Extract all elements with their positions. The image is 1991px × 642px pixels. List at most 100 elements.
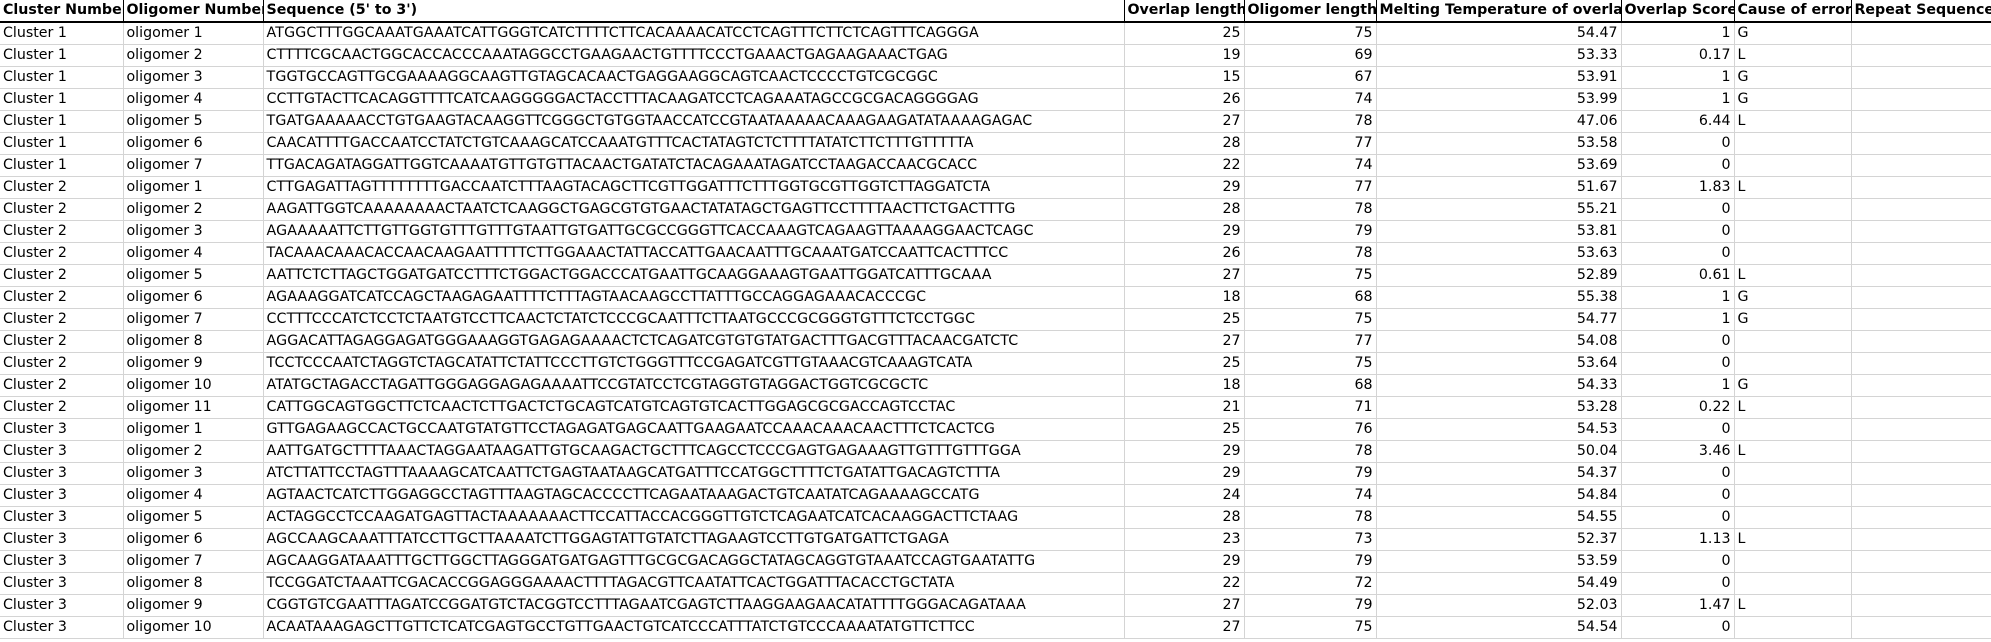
cell-oligomer-number[interactable]: oligomer 7 — [123, 550, 264, 573]
cell-overlap-length[interactable]: 21 — [1124, 396, 1245, 419]
cell-cause-of-errors[interactable] — [1734, 484, 1852, 507]
cell-overlap-score[interactable]: 1 — [1621, 22, 1735, 45]
cell-cluster-number[interactable]: Cluster 3 — [0, 550, 124, 573]
cell-repeat-sequences[interactable] — [1851, 374, 1991, 397]
cell-melting-temperature[interactable]: 54.55 — [1376, 506, 1622, 529]
cell-oligomer-number[interactable]: oligomer 7 — [123, 308, 264, 331]
cell-overlap-length[interactable]: 23 — [1124, 528, 1245, 551]
cell-repeat-sequences[interactable] — [1851, 176, 1991, 199]
cell-melting-temperature[interactable]: 53.28 — [1376, 396, 1622, 419]
cell-cluster-number[interactable]: Cluster 2 — [0, 374, 124, 397]
cell-cause-of-errors[interactable]: G — [1734, 88, 1852, 111]
cell-sequence[interactable]: CCTTTCCCATCTCCTCTAATGTCCTTCAACTCTATCTCCC… — [263, 308, 1125, 331]
cell-overlap-length[interactable]: 18 — [1124, 374, 1245, 397]
cell-overlap-length[interactable]: 28 — [1124, 198, 1245, 221]
cell-cause-of-errors[interactable]: L — [1734, 594, 1852, 617]
cell-oligomer-number[interactable]: oligomer 10 — [123, 374, 264, 397]
cell-overlap-score[interactable]: 0 — [1621, 132, 1735, 155]
cell-repeat-sequences[interactable] — [1851, 396, 1991, 419]
cell-oligomer-number[interactable]: oligomer 6 — [123, 132, 264, 155]
cell-overlap-length[interactable]: 18 — [1124, 286, 1245, 309]
cell-melting-temperature[interactable]: 53.33 — [1376, 44, 1622, 67]
cell-repeat-sequences[interactable] — [1851, 440, 1991, 463]
cell-oligomer-number[interactable]: oligomer 6 — [123, 286, 264, 309]
cell-cause-of-errors[interactable]: L — [1734, 528, 1852, 551]
cell-melting-temperature[interactable]: 53.99 — [1376, 88, 1622, 111]
cell-overlap-score[interactable]: 0.61 — [1621, 264, 1735, 287]
cell-melting-temperature[interactable]: 54.49 — [1376, 572, 1622, 595]
cell-melting-temperature[interactable]: 52.37 — [1376, 528, 1622, 551]
col-header-cluster-number[interactable]: Cluster Number — [0, 0, 124, 23]
cell-melting-temperature[interactable]: 51.67 — [1376, 176, 1622, 199]
cell-overlap-length[interactable]: 29 — [1124, 462, 1245, 485]
cell-overlap-length[interactable]: 25 — [1124, 352, 1245, 375]
cell-repeat-sequences[interactable] — [1851, 484, 1991, 507]
cell-repeat-sequences[interactable] — [1851, 506, 1991, 529]
cell-overlap-length[interactable]: 27 — [1124, 110, 1245, 133]
cell-repeat-sequences[interactable] — [1851, 286, 1991, 309]
col-header-oligomer-number[interactable]: Oligomer Number — [123, 0, 264, 23]
cell-overlap-length[interactable]: 27 — [1124, 330, 1245, 353]
cell-cluster-number[interactable]: Cluster 2 — [0, 330, 124, 353]
cell-repeat-sequences[interactable] — [1851, 352, 1991, 375]
cell-overlap-length[interactable]: 27 — [1124, 594, 1245, 617]
cell-oligomer-number[interactable]: oligomer 1 — [123, 418, 264, 441]
cell-cause-of-errors[interactable]: L — [1734, 396, 1852, 419]
cell-overlap-length[interactable]: 25 — [1124, 308, 1245, 331]
cell-sequence[interactable]: AGAAAAATTCTTGTTGGTGTTTGTTTGTAATTGTGATTGC… — [263, 220, 1125, 243]
cell-sequence[interactable]: CCTTGTACTTCACAGGTTTTCATCAAGGGGGACTACCTTT… — [263, 88, 1125, 111]
cell-overlap-length[interactable]: 25 — [1124, 418, 1245, 441]
cell-sequence[interactable]: AATTCTCTTAGCTGGATGATCCTTTCTGGACTGGACCCAT… — [263, 264, 1125, 287]
cell-overlap-score[interactable]: 3.46 — [1621, 440, 1735, 463]
cell-melting-temperature[interactable]: 55.21 — [1376, 198, 1622, 221]
cell-cluster-number[interactable]: Cluster 2 — [0, 264, 124, 287]
cell-oligomer-length[interactable]: 78 — [1244, 440, 1377, 463]
cell-oligomer-number[interactable]: oligomer 9 — [123, 594, 264, 617]
cell-sequence[interactable]: AGAAAGGATCATCCAGCTAAGAGAATTTTCTTTAGTAACA… — [263, 286, 1125, 309]
cell-overlap-score[interactable]: 0 — [1621, 242, 1735, 265]
cell-oligomer-number[interactable]: oligomer 3 — [123, 66, 264, 89]
cell-oligomer-number[interactable]: oligomer 2 — [123, 198, 264, 221]
cell-melting-temperature[interactable]: 54.33 — [1376, 374, 1622, 397]
cell-oligomer-length[interactable]: 74 — [1244, 154, 1377, 177]
cell-overlap-score[interactable]: 0 — [1621, 616, 1735, 639]
cell-repeat-sequences[interactable] — [1851, 418, 1991, 441]
cell-oligomer-length[interactable]: 77 — [1244, 132, 1377, 155]
cell-overlap-score[interactable]: 1.83 — [1621, 176, 1735, 199]
cell-oligomer-length[interactable]: 76 — [1244, 418, 1377, 441]
cell-oligomer-number[interactable]: oligomer 2 — [123, 44, 264, 67]
cell-sequence[interactable]: CTTTTCGCAACTGGCACCACCCAAATAGGCCTGAAGAACT… — [263, 44, 1125, 67]
cell-sequence[interactable]: TTGACAGATAGGATTGGTCAAAATGTTGTGTTACAACTGA… — [263, 154, 1125, 177]
cell-oligomer-number[interactable]: oligomer 10 — [123, 616, 264, 639]
cell-oligomer-length[interactable]: 69 — [1244, 44, 1377, 67]
cell-melting-temperature[interactable]: 53.58 — [1376, 132, 1622, 155]
cell-cluster-number[interactable]: Cluster 1 — [0, 66, 124, 89]
cell-oligomer-number[interactable]: oligomer 4 — [123, 88, 264, 111]
cell-overlap-score[interactable]: 1 — [1621, 308, 1735, 331]
cell-overlap-length[interactable]: 26 — [1124, 88, 1245, 111]
cell-sequence[interactable]: GTTGAGAAGCCACTGCCAATGTATGTTCCTAGAGATGAGC… — [263, 418, 1125, 441]
cell-cluster-number[interactable]: Cluster 3 — [0, 418, 124, 441]
cell-sequence[interactable]: ATGGCTTTGGCAAATGAAATCATTGGGTCATCTTTTCTTC… — [263, 22, 1125, 45]
cell-oligomer-number[interactable]: oligomer 1 — [123, 176, 264, 199]
col-header-cause-of-errors[interactable]: Cause of errors — [1734, 0, 1852, 23]
cell-oligomer-length[interactable]: 78 — [1244, 198, 1377, 221]
cell-repeat-sequences[interactable] — [1851, 66, 1991, 89]
cell-overlap-length[interactable]: 25 — [1124, 22, 1245, 45]
cell-cause-of-errors[interactable] — [1734, 616, 1852, 639]
cell-cluster-number[interactable]: Cluster 3 — [0, 440, 124, 463]
cell-cause-of-errors[interactable]: G — [1734, 286, 1852, 309]
cell-oligomer-number[interactable]: oligomer 3 — [123, 220, 264, 243]
cell-oligomer-length[interactable]: 78 — [1244, 506, 1377, 529]
cell-cluster-number[interactable]: Cluster 1 — [0, 154, 124, 177]
cell-overlap-length[interactable]: 29 — [1124, 220, 1245, 243]
cell-sequence[interactable]: AGTAACTCATCTTGGAGGCCTAGTTTAAGTAGCACCCCTT… — [263, 484, 1125, 507]
cell-sequence[interactable]: AGGACATTAGAGGAGATGGGAAAGGTGAGAGAAAACTCTC… — [263, 330, 1125, 353]
cell-oligomer-number[interactable]: oligomer 8 — [123, 572, 264, 595]
cell-overlap-length[interactable]: 27 — [1124, 264, 1245, 287]
cell-cluster-number[interactable]: Cluster 1 — [0, 132, 124, 155]
cell-overlap-score[interactable]: 1 — [1621, 88, 1735, 111]
cell-oligomer-number[interactable]: oligomer 5 — [123, 264, 264, 287]
cell-cause-of-errors[interactable]: L — [1734, 264, 1852, 287]
cell-sequence[interactable]: ACAATAAAGAGCTTGTTCTCATCGAGTGCCTGTTGAACTG… — [263, 616, 1125, 639]
